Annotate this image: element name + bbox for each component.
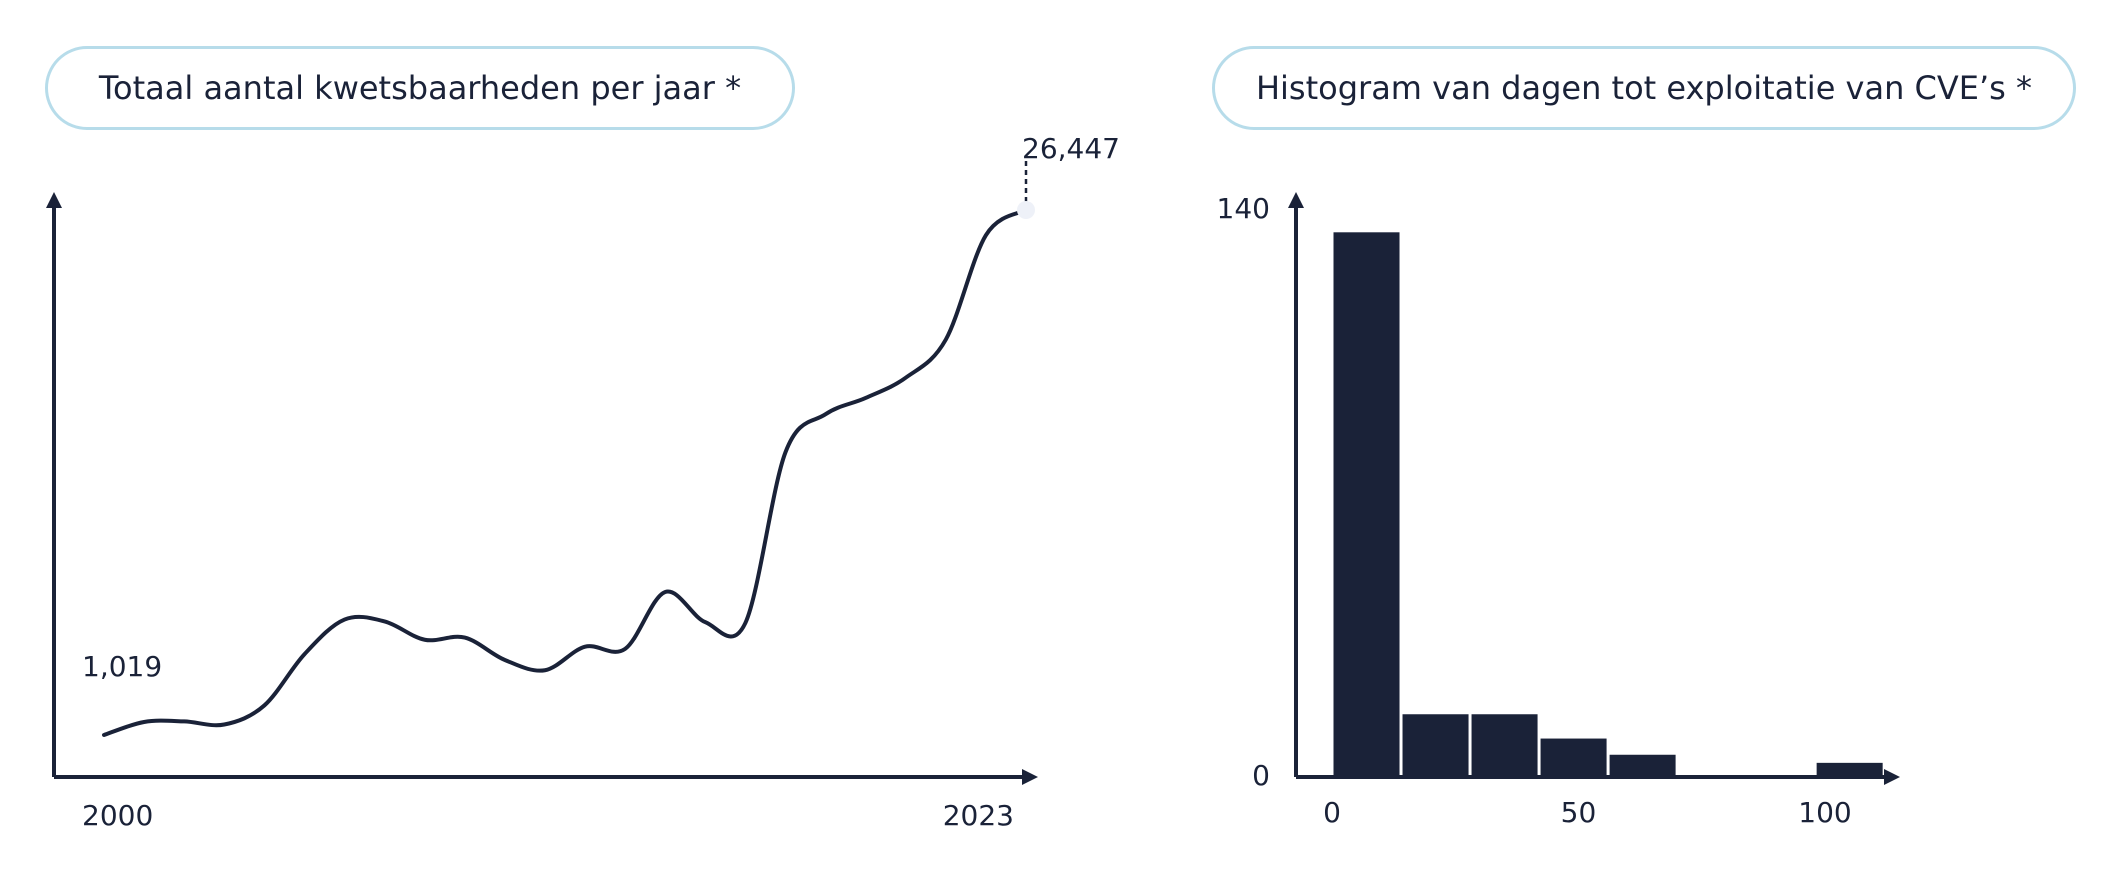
line-series — [102, 208, 1028, 737]
min-value-label: 1,019 — [82, 650, 162, 683]
line-chart: 26,447 1,019 2000 2023 — [46, 132, 1120, 832]
histogram-bar — [1402, 714, 1469, 775]
x-tick-label: 50 — [1561, 796, 1597, 829]
line-chart-y-axis-arrow — [46, 192, 62, 208]
y-tick-label: 140 — [1217, 192, 1270, 225]
line-chart-title: Totaal aantal kwetsbaarheden per jaar * — [45, 46, 795, 130]
x-tick-label: 0 — [1323, 796, 1341, 829]
max-value-marker — [1017, 201, 1035, 219]
histogram-bar — [1609, 754, 1676, 775]
histogram-bar — [1540, 738, 1607, 775]
histogram-bar — [1333, 232, 1400, 776]
histogram-x-axis-arrow — [1884, 769, 1900, 785]
max-value-label: 26,447 — [1022, 132, 1120, 165]
histogram-y-axis-arrow — [1288, 192, 1304, 208]
x-tick-label: 100 — [1798, 796, 1851, 829]
x-tick-label: 2000 — [82, 799, 153, 832]
y-tick-label: 0 — [1252, 759, 1270, 792]
line-chart-x-axis-arrow — [1022, 769, 1038, 785]
histogram-title: Histogram van dagen tot exploitatie van … — [1212, 46, 2076, 130]
histogram-bar — [1471, 714, 1538, 775]
histogram-chart: 0 50 100 0 140 — [1217, 192, 1900, 829]
x-tick-label: 2023 — [943, 799, 1014, 832]
histogram-bar — [1816, 762, 1883, 775]
